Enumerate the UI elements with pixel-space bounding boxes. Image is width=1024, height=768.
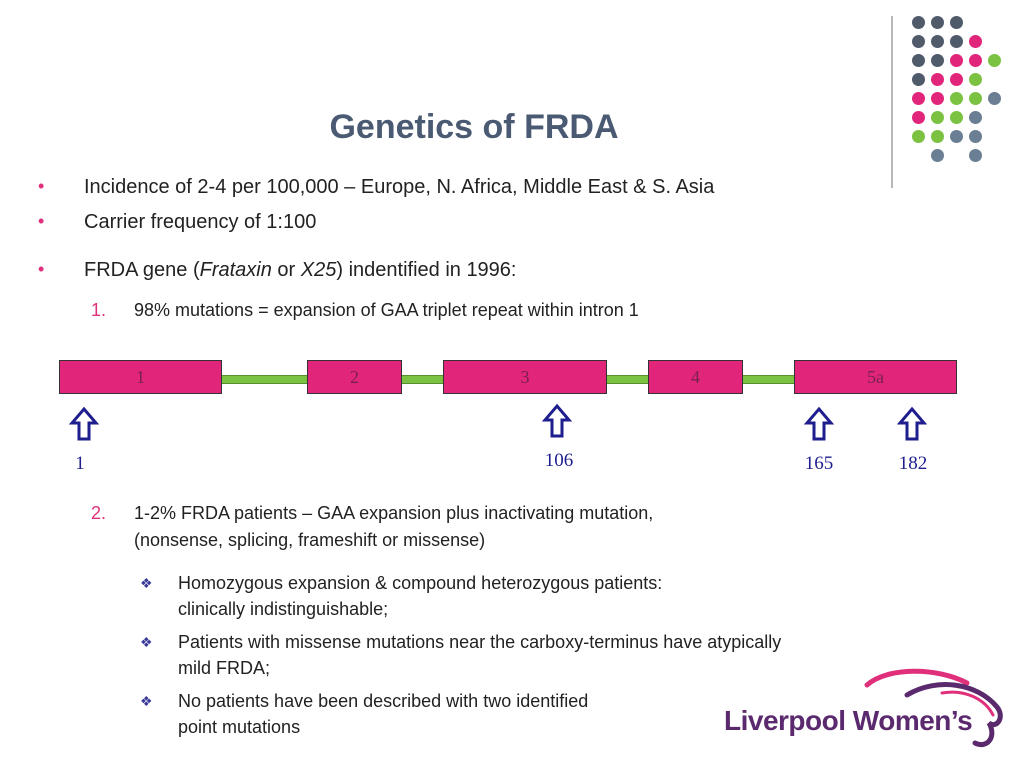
item-number: 1. <box>91 300 107 320</box>
decorative-dot-grid <box>908 14 1018 164</box>
bullet-mark: • <box>38 259 45 279</box>
bullet-mark: • <box>38 176 45 196</box>
exon-1: 1 <box>59 360 222 394</box>
sub-bullet-line2: mild FRDA; <box>178 658 271 678</box>
sub-bullet-1: ❖ Homozygous expansion & compound hetero… <box>140 570 663 622</box>
arrow-up-icon <box>804 406 834 441</box>
logo-swoosh-icon <box>864 668 1003 747</box>
sub-bullet-line2: point mutations <box>178 717 301 737</box>
exon-4: 4 <box>648 360 743 394</box>
slide-title: Genetics of FRDA <box>329 108 619 146</box>
item-text-line1: 1-2% FRDA patients – GAA expansion plus … <box>134 503 654 523</box>
intron-3 <box>605 375 650 384</box>
position-label: 106 <box>544 450 574 471</box>
intron-1 <box>221 375 309 384</box>
bullet-carrier: • Carrier frequency of 1:100 <box>38 211 317 234</box>
arrow-up-icon <box>69 406 99 441</box>
gene-mid: or <box>271 259 301 281</box>
bullet-incidence: • Incidence of 2-4 per 100,000 – Europe,… <box>38 176 715 199</box>
exon-5a: 5a <box>794 360 957 394</box>
liverpool-womens-logo: Liverpool Women’s <box>722 665 1012 757</box>
position-label: 165 <box>804 453 834 474</box>
sub-bullet-line2: clinically indistinguishable; <box>178 599 389 619</box>
exon-2: 2 <box>307 360 402 394</box>
gene-prefix: FRDA gene ( <box>84 259 200 281</box>
bullet-text: Incidence of 2-4 per 100,000 – Europe, N… <box>84 176 715 198</box>
bullet-gene: • FRDA gene (Frataxin or X25) indentifie… <box>38 259 517 282</box>
item-text: 98% mutations = expansion of GAA triplet… <box>134 300 639 320</box>
sub-bullet-line1: No patients have been described with two… <box>178 691 589 711</box>
bullet-text: Carrier frequency of 1:100 <box>84 211 317 233</box>
intron-2 <box>400 375 445 384</box>
sub-bullet-3: ❖ No patients have been described with t… <box>140 688 589 740</box>
divider-line <box>891 16 893 188</box>
position-label: 1 <box>75 453 85 474</box>
gene-name-x25: X25 <box>300 259 337 281</box>
position-label: 182 <box>898 453 928 474</box>
arrow-up-icon <box>542 403 572 438</box>
logo-text: Liverpool Women’s <box>724 705 973 736</box>
item-number: 2. <box>91 503 107 523</box>
numbered-item-1: 1. 98% mutations = expansion of GAA trip… <box>91 300 639 321</box>
item-text-line2: (nonsense, splicing, frameshift or misse… <box>134 530 486 550</box>
sub-bullet-line1: Homozygous expansion & compound heterozy… <box>178 573 663 593</box>
sub-bullet-2: ❖ Patients with missense mutations near … <box>140 629 782 681</box>
intron-4 <box>741 375 796 384</box>
diamond-bullet-icon: ❖ <box>140 634 153 650</box>
sub-bullet-line1: Patients with missense mutations near th… <box>178 632 782 652</box>
gene-name-frataxin: Frataxin <box>199 259 272 281</box>
exon-3: 3 <box>443 360 607 394</box>
arrow-up-icon <box>897 406 927 441</box>
diamond-bullet-icon: ❖ <box>140 693 153 709</box>
bullet-mark: • <box>38 211 45 231</box>
gene-suffix: ) indentified in 1996: <box>336 259 517 281</box>
numbered-item-2: 2. 1-2% FRDA patients – GAA expansion pl… <box>91 500 654 554</box>
diamond-bullet-icon: ❖ <box>140 575 153 591</box>
